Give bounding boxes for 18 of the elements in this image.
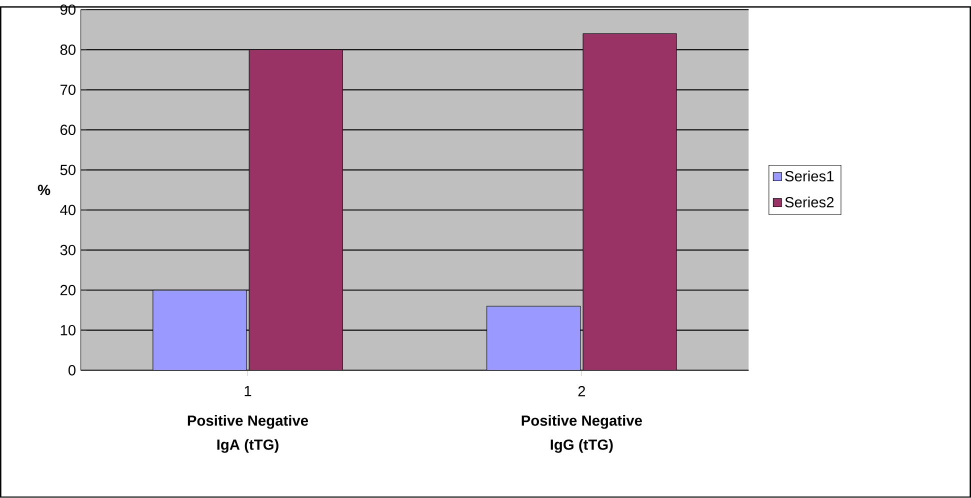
y-axis-title: % — [38, 184, 50, 196]
x-tick-label: 2 — [578, 386, 586, 396]
x-tick-label: 1 — [244, 386, 252, 396]
legend-label: Series2 — [785, 196, 834, 208]
text: IgA (tTG) — [217, 439, 278, 453]
y-tick-label: 20 — [60, 285, 76, 296]
text: IgG (tTG) — [550, 439, 613, 453]
legend-label: Series1 — [785, 170, 834, 182]
y-tick-label: 80 — [60, 44, 76, 56]
y-tick-label: 0 — [68, 365, 76, 376]
y-tick-label: 10 — [60, 325, 76, 336]
y-tick-label: 70 — [60, 84, 76, 96]
y-tick-label: 40 — [60, 204, 76, 216]
y-tick-label: 30 — [60, 244, 76, 256]
y-tick-label: 50 — [60, 164, 76, 176]
y-tick-label: 60 — [60, 124, 76, 136]
text: Positive Negative — [522, 415, 642, 429]
text: Positive Negative — [188, 415, 308, 429]
